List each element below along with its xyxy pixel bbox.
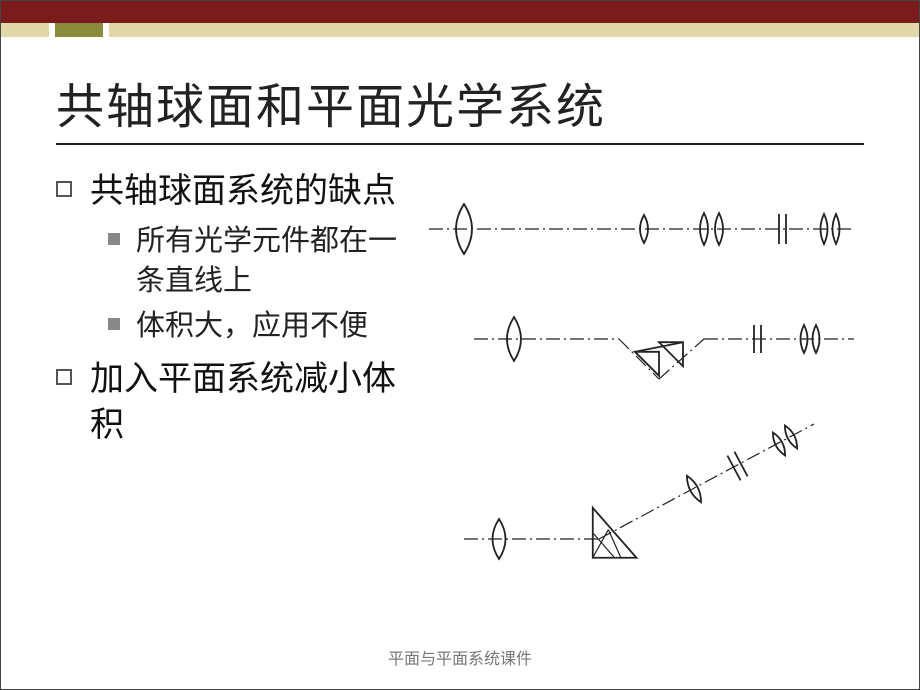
bullet-text: 加入平面系统减小体积 bbox=[90, 357, 424, 449]
bullet-item: 加入平面系统减小体积 bbox=[56, 357, 424, 449]
sub-bullet-icon bbox=[108, 318, 120, 330]
sub-bullet-item: 体积大，应用不便 bbox=[108, 306, 424, 347]
sub-bullet-text: 体积大，应用不便 bbox=[136, 306, 368, 347]
title-underline bbox=[56, 143, 864, 145]
optical-diagram bbox=[424, 179, 864, 599]
bullet-text: 共轴球面系统的缺点 bbox=[90, 169, 396, 215]
sub-bullet-item: 所有光学元件都在一条直线上 bbox=[108, 221, 424, 302]
sub-bullet-icon bbox=[108, 233, 120, 245]
bullet-square-icon bbox=[56, 181, 72, 197]
content-area: 共轴球面和平面光学系统 共轴球面系统的缺点 所有光学元件都在一条直线上 bbox=[1, 37, 919, 599]
text-column: 共轴球面系统的缺点 所有光学元件都在一条直线上 体积大，应用不便 bbox=[56, 169, 424, 599]
slide: 共轴球面和平面光学系统 共轴球面系统的缺点 所有光学元件都在一条直线上 bbox=[0, 0, 920, 690]
diagram-column bbox=[424, 169, 864, 599]
slide-title: 共轴球面和平面光学系统 bbox=[56, 67, 864, 137]
sub-bullet-text: 所有光学元件都在一条直线上 bbox=[136, 221, 424, 302]
slide-footer: 平面与平面系统课件 bbox=[1, 645, 919, 669]
decorative-top-bar bbox=[1, 1, 919, 23]
decorative-accent-bar bbox=[1, 23, 919, 37]
bullet-item: 共轴球面系统的缺点 bbox=[56, 169, 424, 215]
bullet-square-icon bbox=[56, 369, 72, 385]
